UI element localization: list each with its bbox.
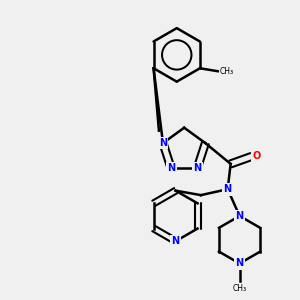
Text: CH₃: CH₃ [219,67,233,76]
Text: N: N [172,236,180,246]
Text: CH₃: CH₃ [232,284,247,293]
Text: N: N [159,138,167,148]
Text: O: O [253,152,261,161]
Text: N: N [167,163,175,173]
Text: N: N [224,184,232,194]
Text: N: N [236,259,244,269]
Text: N: N [193,163,201,173]
Text: N: N [236,211,244,221]
